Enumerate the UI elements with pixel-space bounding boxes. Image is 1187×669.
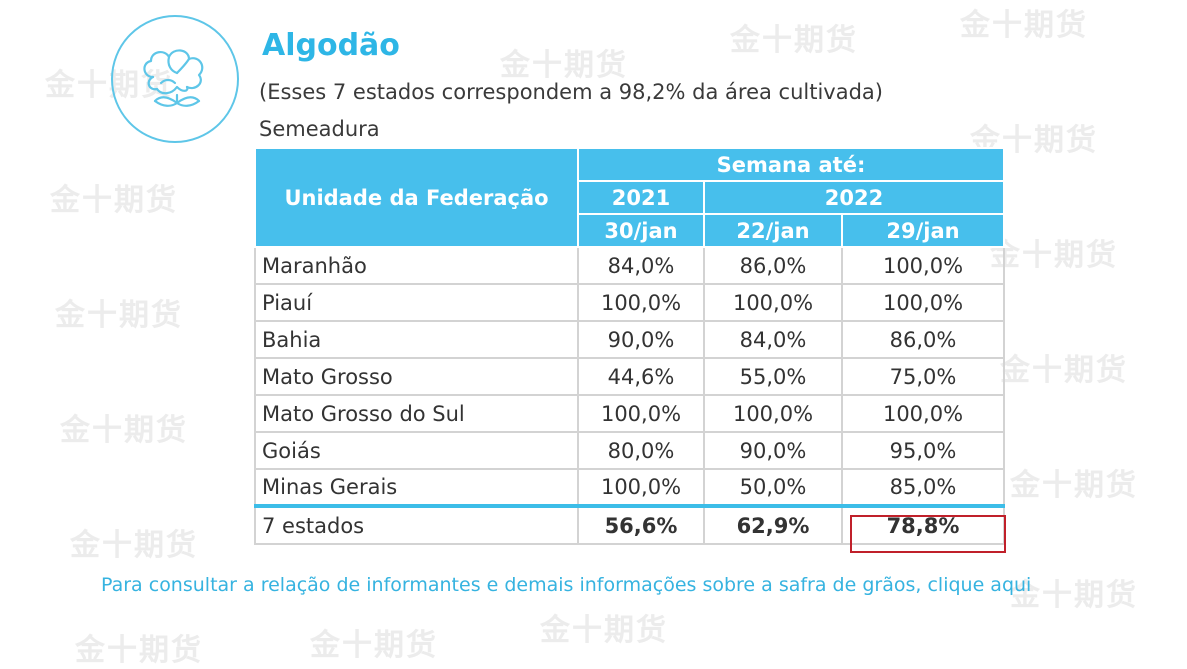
table-row: Piauí 100,0% 100,0% 100,0%	[254, 283, 1005, 322]
cell-value: 86,0%	[703, 246, 843, 285]
total-value: 62,9%	[703, 504, 843, 545]
cell-value: 100,0%	[577, 468, 705, 507]
watermark: 金十期货	[310, 628, 438, 663]
cell-value: 80,0%	[577, 431, 705, 470]
cell-value: 100,0%	[577, 394, 705, 433]
cell-value: 84,0%	[577, 246, 705, 285]
cell-value: 90,0%	[703, 431, 843, 470]
planting-progress-table: Unidade da Federação Semana até: 2021 20…	[254, 147, 1005, 545]
date-header: 22/jan	[703, 213, 843, 248]
watermark: 金十期货	[55, 298, 183, 333]
total-value: 56,6%	[577, 504, 705, 545]
watermark: 金十期货	[730, 23, 858, 58]
table-row: Mato Grosso do Sul 100,0% 100,0% 100,0%	[254, 394, 1005, 433]
state-name: Piauí	[254, 283, 579, 322]
cell-value: 85,0%	[841, 468, 1005, 507]
watermark: 金十期货	[1010, 468, 1138, 503]
state-name: Minas Gerais	[254, 468, 579, 507]
watermark: 金十期货	[1000, 353, 1128, 388]
watermark: 金十期货	[540, 613, 668, 648]
state-name: Goiás	[254, 431, 579, 470]
highlight-box	[850, 515, 1006, 553]
cell-value: 50,0%	[703, 468, 843, 507]
cell-value: 100,0%	[703, 394, 843, 433]
uf-header: Unidade da Federação	[254, 147, 579, 248]
cell-value: 95,0%	[841, 431, 1005, 470]
cell-value: 100,0%	[703, 283, 843, 322]
week-header: Semana até:	[577, 147, 1005, 182]
watermark: 金十期货	[960, 8, 1088, 43]
state-name: Mato Grosso	[254, 357, 579, 396]
table-row: Bahia 90,0% 84,0% 86,0%	[254, 320, 1005, 359]
cell-value: 100,0%	[577, 283, 705, 322]
cell-value: 100,0%	[841, 394, 1005, 433]
page-subtitle: (Esses 7 estados correspondem a 98,2% da…	[259, 80, 883, 104]
state-name: Bahia	[254, 320, 579, 359]
year-2022-header: 2022	[703, 180, 1005, 215]
cotton-logo	[111, 15, 239, 143]
watermark: 金十期货	[990, 238, 1118, 273]
cell-value: 55,0%	[703, 357, 843, 396]
table-row: Mato Grosso 44,6% 55,0% 75,0%	[254, 357, 1005, 396]
table-row: Goiás 80,0% 90,0% 95,0%	[254, 431, 1005, 470]
watermark: 金十期货	[60, 413, 188, 448]
date-header: 30/jan	[577, 213, 705, 248]
watermark: 金十期货	[50, 183, 178, 218]
watermark: 金十期货	[75, 633, 203, 668]
state-name: Mato Grosso do Sul	[254, 394, 579, 433]
page-title: Algodão	[262, 28, 400, 63]
section-label: Semeadura	[259, 117, 380, 141]
cell-value: 75,0%	[841, 357, 1005, 396]
table-row: Minas Gerais 100,0% 50,0% 85,0%	[254, 468, 1005, 507]
cotton-icon	[143, 49, 204, 107]
total-row: 7 estados 56,6% 62,9% 78,8%	[254, 504, 1005, 545]
watermark: 金十期货	[500, 48, 628, 83]
year-2021-header: 2021	[577, 180, 705, 215]
watermark: 金十期货	[70, 528, 198, 563]
cell-value: 100,0%	[841, 283, 1005, 322]
table-row: Maranhão 84,0% 86,0% 100,0%	[254, 246, 1005, 285]
cell-value: 84,0%	[703, 320, 843, 359]
info-link[interactable]: Para consultar a relação de informantes …	[101, 574, 1032, 596]
cell-value: 86,0%	[841, 320, 1005, 359]
date-header: 29/jan	[841, 213, 1005, 248]
total-value-highlighted: 78,8%	[841, 504, 1005, 545]
cell-value: 44,6%	[577, 357, 705, 396]
cell-value: 90,0%	[577, 320, 705, 359]
total-label: 7 estados	[254, 504, 579, 545]
cell-value: 100,0%	[841, 246, 1005, 285]
state-name: Maranhão	[254, 246, 579, 285]
